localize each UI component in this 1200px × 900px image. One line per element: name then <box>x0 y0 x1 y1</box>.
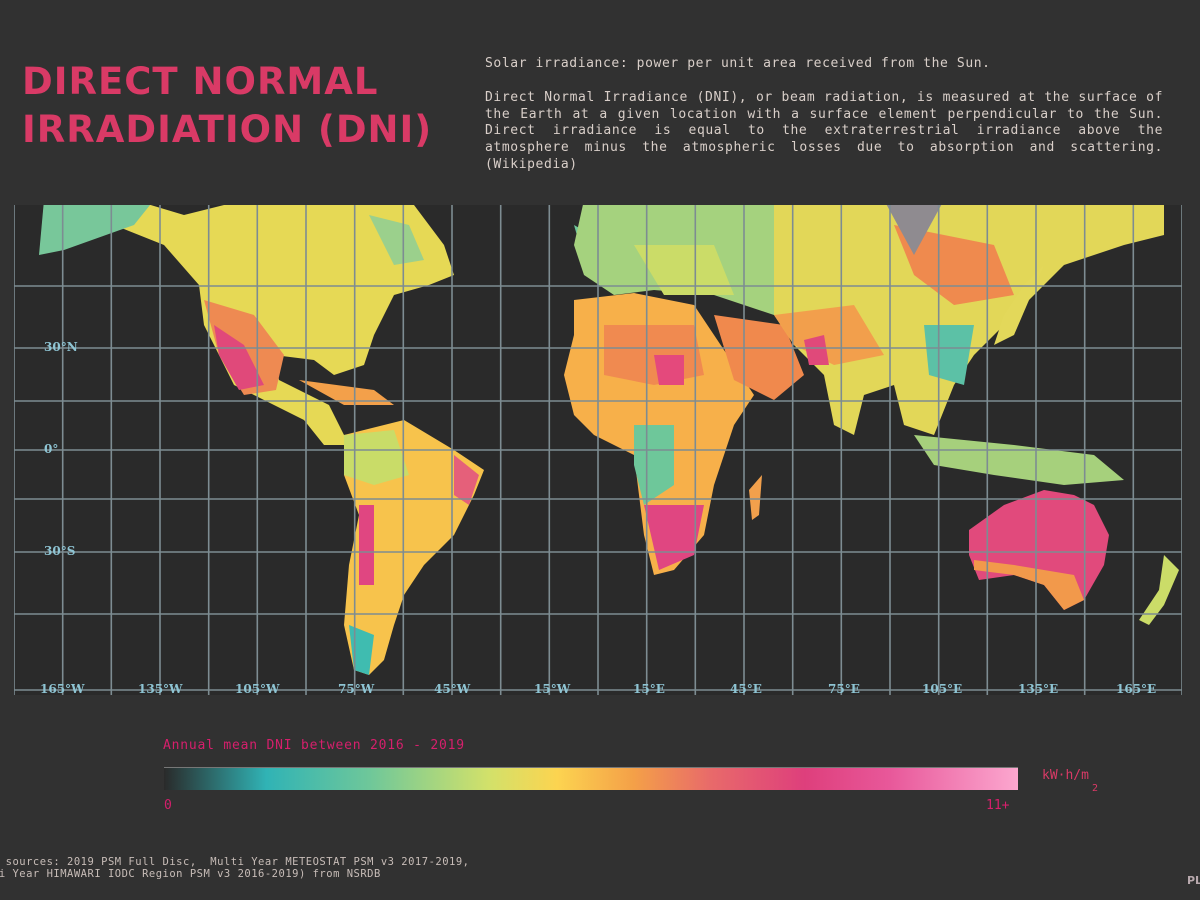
description-block: Solar irradiance: power per unit area re… <box>485 56 1163 191</box>
data-sources: a sources: 2019 PSM Full Disc, Multi Yea… <box>0 856 470 880</box>
lon-label-135w: 135°W <box>138 682 183 695</box>
legend-unit-sub: 2 <box>1091 782 1098 794</box>
south-america <box>344 420 484 675</box>
lon-label-105w: 105°W <box>235 682 280 695</box>
legend-unit-text: kW·h/m <box>1042 768 1089 783</box>
legend-title: Annual mean DNI between 2016 - 2019 <box>163 738 465 753</box>
lon-label-135e: 135°E <box>1018 682 1059 695</box>
description-text: Direct Normal Irradiance (DNI), or beam … <box>485 89 1163 172</box>
title-line-2: Irradiation (DNI) <box>22 108 433 151</box>
legend-min-label: 0 <box>164 798 172 813</box>
sources-line-2: ti Year HIMAWARI IODC Region PSM v3 2016… <box>0 868 381 880</box>
sources-line-1: a sources: 2019 PSM Full Disc, Multi Yea… <box>0 856 470 868</box>
lat-label-0: 0° <box>44 442 59 456</box>
map-graphic <box>14 205 1182 695</box>
legend-colorbar <box>164 767 1018 790</box>
lon-label-45e: 45°E <box>730 682 762 695</box>
lon-label-165w: 165°W <box>40 682 85 695</box>
australia <box>969 490 1109 610</box>
legend-max-label: 11+ <box>986 798 1010 813</box>
page-title: Direct Normal Irradiation (DNI) <box>22 58 432 154</box>
lon-label-45w: 45°W <box>434 682 471 695</box>
subtitle-text: Solar irradiance: power per unit area re… <box>485 56 991 71</box>
legend-unit: kW·h/m2 <box>1042 768 1098 794</box>
lon-label-75e: 75°E <box>828 682 860 695</box>
asia <box>774 205 1164 435</box>
brand-mark: PL <box>1187 874 1200 887</box>
lon-label-15e: 15°E <box>633 682 665 695</box>
lon-label-75w: 75°W <box>338 682 375 695</box>
lat-label-30n: 30°N <box>44 340 78 354</box>
lon-label-105e: 105°E <box>922 682 963 695</box>
graticule <box>14 205 1182 695</box>
title-line-1: Direct Normal <box>22 60 379 103</box>
world-map: 30°N 0° 30°S 165°W 135°W 105°W 75°W 45°W… <box>14 205 1182 695</box>
lat-label-30s: 30°S <box>44 544 76 558</box>
lon-label-165e: 165°E <box>1116 682 1157 695</box>
lon-label-15w: 15°W <box>534 682 571 695</box>
